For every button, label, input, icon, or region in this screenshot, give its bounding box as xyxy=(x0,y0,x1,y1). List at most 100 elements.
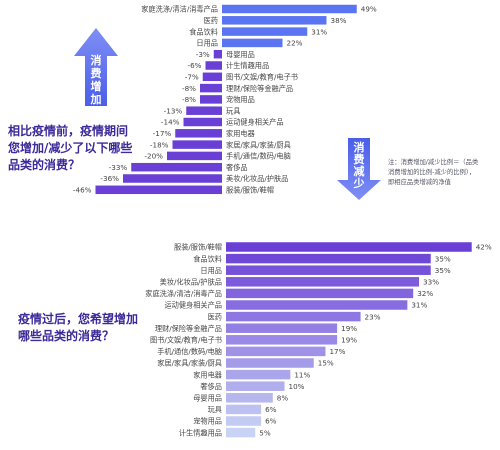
bottom-bar xyxy=(226,300,408,310)
top-category-label: 美妆/化妆品/护肤品 xyxy=(226,174,288,183)
question-bottom-line-2: 哪些品类的消费？ xyxy=(18,329,115,343)
top-category-label: 奢侈品 xyxy=(226,163,248,172)
bottom-value-label: 15% xyxy=(318,359,334,368)
top-bar xyxy=(186,106,222,115)
bottom-value-label: 35% xyxy=(435,254,451,263)
down-arrow-label-2: 费 xyxy=(354,152,365,166)
bottom-bar xyxy=(226,358,314,368)
question-top-line-2: 您增加/减少了以下哪些 xyxy=(8,141,133,155)
bottom-value-label: 19% xyxy=(341,324,357,333)
top-value-label: -33% xyxy=(109,163,128,172)
top-bar xyxy=(222,4,357,14)
top-category-label: 家用电器 xyxy=(226,129,255,138)
bottom-category-label: 理财/保险等金融产品 xyxy=(155,324,222,333)
top-value-label: -8% xyxy=(182,95,196,104)
top-bar xyxy=(205,61,222,70)
bottom-value-label: 31% xyxy=(411,301,427,310)
top-bar xyxy=(167,151,222,161)
question-bottom: 疫情过后，您希望增加 哪些品类的消费？ xyxy=(18,311,138,345)
top-value-label: -6% xyxy=(188,61,202,70)
top-value-label: -36% xyxy=(100,174,119,183)
top-bar xyxy=(200,83,222,93)
bottom-bar xyxy=(226,242,472,252)
top-category-label: 宠物用品 xyxy=(226,95,255,104)
top-category-label: 家庭洗涤/清洁/消毒产品 xyxy=(141,5,218,14)
bottom-category-label: 宠物用品 xyxy=(193,417,222,426)
top-chart: 家庭洗涤/清洁/消毒产品 49% 医药 38% 食品饮料 31% 日用品 22% 母婴用品 -3%… xyxy=(73,5,377,195)
bottom-bar xyxy=(226,427,256,438)
bottom-category-label: 家用电器 xyxy=(193,370,222,379)
top-value-label: 22% xyxy=(287,39,303,48)
note-line-2: 消费增加的比例-减少的比例）， xyxy=(388,169,476,176)
up-arrow: 消 费 增 加 xyxy=(74,28,118,106)
top-category-label: 医药 xyxy=(204,16,218,25)
bottom-value-label: 6% xyxy=(265,405,277,414)
down-arrow-label-3: 减 xyxy=(354,164,365,178)
bottom-bar xyxy=(226,253,431,264)
chart-note: 注：消费增加/减少比例＝（品类 消费增加的比例-减少的比例）， 即相应品类增减的… xyxy=(388,158,496,188)
down-arrow-label-1: 消 xyxy=(354,140,365,154)
top-value-label: 49% xyxy=(361,5,377,14)
top-bar xyxy=(172,140,222,149)
bottom-category-label: 家居/家具/家装/厨具 xyxy=(157,359,222,368)
top-bar xyxy=(175,129,222,138)
bottom-bar xyxy=(226,335,338,345)
bottom-category-label: 日用品 xyxy=(200,266,222,275)
top-value-label: -13% xyxy=(164,106,183,115)
top-category-label: 家居/家具/家装/厨具 xyxy=(226,140,291,149)
bottom-category-label: 服装/服饰/鞋帽 xyxy=(174,243,222,252)
bottom-category-label: 运动健身相关产品 xyxy=(164,301,222,310)
top-value-label: -8% xyxy=(182,84,196,93)
top-bar xyxy=(123,174,222,183)
top-category-label: 服装/服饰/鞋帽 xyxy=(226,186,274,195)
top-bar xyxy=(183,117,222,127)
bottom-category-label: 美妆/化妆品/护肤品 xyxy=(160,278,222,287)
bottom-bar xyxy=(226,381,285,391)
top-bar xyxy=(222,27,308,36)
top-bar xyxy=(222,38,283,48)
question-bottom-line-1: 疫情过后，您希望增加 xyxy=(18,312,139,326)
top-value-label: -3% xyxy=(196,50,210,59)
top-category-label: 日用品 xyxy=(196,39,218,48)
question-top: 相比疫情前，疫情期间 您增加/减少了以下哪些 品类的消费？ xyxy=(8,123,132,174)
bottom-value-label: 42% xyxy=(476,243,492,252)
top-bar xyxy=(213,49,222,59)
top-bar xyxy=(200,95,222,104)
top-bar xyxy=(131,162,222,172)
up-arrow-label-3: 增 xyxy=(91,79,102,93)
top-value-label: -18% xyxy=(150,140,169,149)
top-category-label: 手机/通信/数码/电脑 xyxy=(226,152,291,161)
top-category-label: 理财/保险等金融产品 xyxy=(226,84,293,93)
bottom-value-label: 35% xyxy=(435,266,451,275)
top-value-label: -7% xyxy=(185,73,199,82)
down-arrow-label-4: 少 xyxy=(353,176,365,190)
top-category-label: 食品饮料 xyxy=(189,27,218,36)
note-line-3: 即相应品类增减的净值 xyxy=(388,179,451,186)
note-line-1: 注：消费增加/减少比例＝（品类 xyxy=(388,159,479,166)
question-top-line-3: 品类的消费？ xyxy=(8,158,81,172)
top-category-label: 母婴用品 xyxy=(226,50,255,59)
bottom-bar xyxy=(226,311,361,322)
top-category-label: 计生情趣用品 xyxy=(226,61,269,70)
bottom-bar xyxy=(226,393,273,403)
bottom-category-label: 玩具 xyxy=(208,405,222,414)
top-category-label: 运动健身相关产品 xyxy=(226,118,284,127)
question-top-line-1: 相比疫情前，疫情期间 xyxy=(8,124,129,138)
up-arrow-label-2: 费 xyxy=(91,66,102,80)
top-value-label: -20% xyxy=(144,152,163,161)
bottom-category-label: 母婴用品 xyxy=(193,394,222,403)
up-arrow-icon xyxy=(74,28,118,106)
bottom-value-label: 32% xyxy=(417,289,433,298)
top-value-label: -17% xyxy=(153,129,172,138)
bottom-category-label: 医药 xyxy=(208,312,222,321)
bottom-value-label: 17% xyxy=(329,347,345,356)
bottom-category-label: 奢侈品 xyxy=(200,382,222,391)
down-arrow-icon xyxy=(337,138,381,200)
top-value-label: -14% xyxy=(161,118,180,127)
bottom-value-label: 5% xyxy=(259,428,271,437)
bottom-value-label: 23% xyxy=(365,312,381,321)
up-arrow-label-4: 加 xyxy=(90,92,102,106)
down-arrow: 消 费 减 少 xyxy=(337,138,381,200)
top-bar xyxy=(95,185,222,195)
